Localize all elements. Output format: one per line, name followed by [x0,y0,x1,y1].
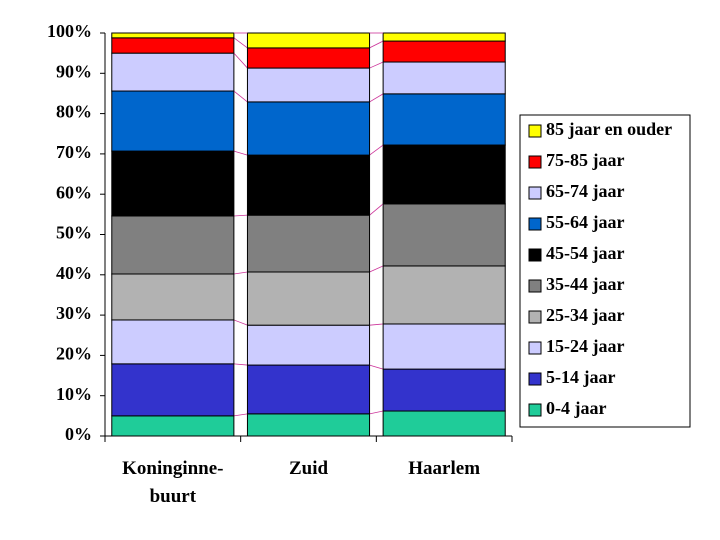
x-tick-label: Haarlem [408,458,481,479]
bar-segment [246,154,371,216]
bar-segment [111,319,235,365]
legend-swatch [528,217,542,231]
bar-segment [111,273,235,321]
bar-segment [111,32,235,39]
series-line [369,203,384,216]
y-tick-label: 50% [56,223,92,243]
bar-segment [382,144,506,205]
bar-segment [382,40,506,63]
series-line [369,364,384,370]
legend-label: 75-85 jaar [546,150,624,170]
y-tick-label: 10% [56,384,92,404]
bar-segment [246,32,371,49]
y-tick-label: 0% [65,424,92,444]
bar-segment [111,363,235,417]
bar-segment [246,324,371,366]
bar-segment [111,150,235,217]
series-line [369,40,384,49]
legend-swatch [528,310,542,324]
series-line [233,150,248,156]
legend-label: 5-14 jaar [546,367,615,387]
series-line [369,410,384,415]
series-line [233,413,248,417]
y-tick-label: 20% [56,344,92,364]
bar-segment [382,323,506,370]
series-line [233,90,248,103]
series-line [233,271,248,275]
series-line [369,61,384,69]
bar-segment [382,32,506,42]
y-tick-label: 90% [56,61,92,81]
legend-label: 15-24 jaar [546,336,624,356]
legend-swatch [528,341,542,355]
bar-segment [246,101,371,156]
series-line [233,214,248,217]
series-line [233,319,248,326]
legend-label: 65-74 jaar [546,181,624,201]
legend-swatch [528,372,542,386]
y-tick-label: 100% [47,21,92,41]
series-line [369,93,384,103]
y-tick-label: 70% [56,142,92,162]
series-line [233,52,248,69]
legend-label: 35-44 jaar [546,274,624,294]
y-tick-label: 80% [56,102,92,122]
y-tick-label: 60% [56,182,92,202]
legend-swatch [528,124,542,138]
bar-segment [246,271,371,326]
legend-label: 55-64 jaar [546,212,624,232]
legend-swatch [528,279,542,293]
legend-swatch [528,186,542,200]
y-tick-label: 30% [56,303,92,323]
bar-segment [382,203,506,267]
series-line [233,37,248,49]
series-line [369,323,384,326]
legend-label: 85 jaar en ouder [546,119,672,139]
bar-segment [246,413,371,437]
legend-swatch [528,248,542,262]
y-tick-label: 40% [56,263,92,283]
bar-segment [111,415,235,437]
bar-segment [111,52,235,92]
bar-segment [382,265,506,325]
legend-swatch [528,155,542,169]
legend-label: 0-4 jaar [546,398,606,418]
x-tick-label: Koninginne-buurt [122,458,224,507]
legend-box [519,114,691,428]
bar-segment [111,215,235,275]
bar-segment [382,93,506,146]
bar-segment [246,47,371,69]
legend-swatch [528,403,542,417]
bar-segment [246,364,371,415]
series-line [369,144,384,156]
legend-label: 45-54 jaar [546,243,624,263]
series-line [233,363,248,366]
bar-segment [246,214,371,273]
series-line [369,265,384,273]
bar-segment [382,368,506,412]
bar-segment [382,410,506,437]
bar-segment [111,37,235,54]
x-tick-label: Zuid [288,458,329,479]
bar-segment [382,61,506,95]
bar-segment [111,90,235,152]
bar-segment [246,67,371,103]
legend-label: 25-34 jaar [546,305,624,325]
